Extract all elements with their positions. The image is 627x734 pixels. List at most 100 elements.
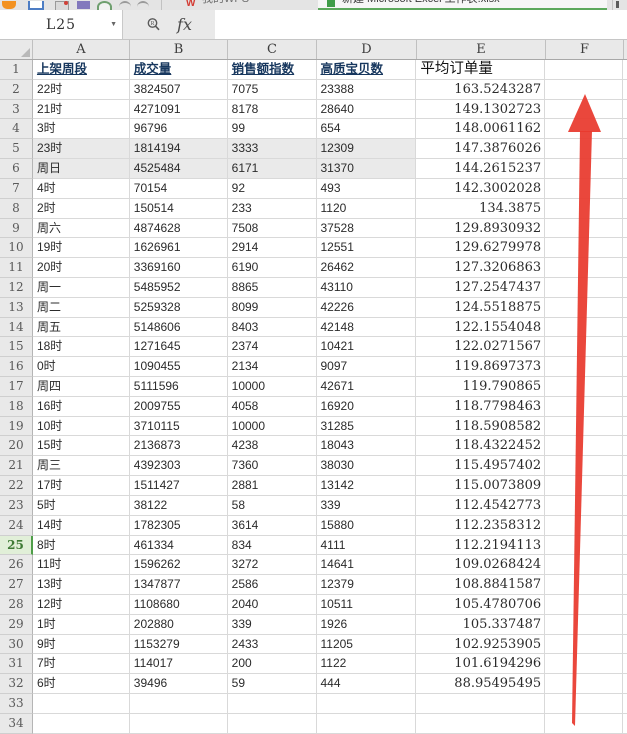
- cell-F24[interactable]: [545, 515, 624, 536]
- cell-D16[interactable]: 9097: [316, 357, 417, 377]
- cell-C13[interactable]: 8099: [227, 297, 317, 318]
- cell-A18[interactable]: 16时: [32, 396, 130, 417]
- new-tab-button[interactable]: [616, 1, 619, 8]
- cell-C6[interactable]: 6171: [227, 159, 317, 179]
- cell-E33[interactable]: [416, 694, 546, 714]
- cell-E15[interactable]: 122.0271567: [416, 337, 546, 358]
- cell-B33[interactable]: [129, 694, 228, 714]
- column-header-B[interactable]: B: [130, 40, 228, 59]
- cell-D6[interactable]: 31370: [316, 159, 417, 179]
- cell-F6[interactable]: [545, 159, 624, 179]
- cell-D29[interactable]: 1926: [316, 614, 417, 635]
- cell-A9[interactable]: 周六: [32, 218, 130, 239]
- cell-C29[interactable]: 339: [227, 614, 317, 635]
- cell-F21[interactable]: [545, 456, 624, 477]
- cell-A25[interactable]: 8时: [32, 535, 130, 556]
- cell-C7[interactable]: 92: [227, 178, 317, 199]
- cell-F31[interactable]: [545, 654, 624, 675]
- cell-B23[interactable]: 38122: [129, 495, 228, 516]
- cell-B17[interactable]: 5111596: [129, 377, 228, 397]
- row-header-27[interactable]: 27: [0, 575, 33, 595]
- row-header-24[interactable]: 24: [0, 515, 33, 536]
- cell-F19[interactable]: [545, 416, 624, 437]
- column-header-F[interactable]: F: [546, 40, 624, 59]
- cell-B20[interactable]: 2136873: [129, 436, 228, 457]
- cell-D30[interactable]: 11205: [316, 634, 417, 655]
- cell-E24[interactable]: 112.2358312: [416, 515, 546, 536]
- cell-F9[interactable]: [545, 218, 624, 239]
- row-header-28[interactable]: 28: [0, 594, 33, 615]
- row-header-13[interactable]: 13: [0, 297, 33, 318]
- cell-F32[interactable]: [545, 674, 624, 694]
- cell-C17[interactable]: 10000: [227, 377, 317, 397]
- cell-B1[interactable]: 成交量: [129, 60, 228, 80]
- cell-B22[interactable]: 1511427: [129, 476, 228, 496]
- row-header-30[interactable]: 30: [0, 634, 33, 655]
- cell-D23[interactable]: 339: [316, 495, 417, 516]
- cell-E31[interactable]: 101.6194296: [416, 654, 546, 675]
- row-header-7[interactable]: 7: [0, 178, 33, 199]
- cell-B29[interactable]: 202880: [129, 614, 228, 635]
- cell-C15[interactable]: 2374: [227, 337, 317, 358]
- row-header-26[interactable]: 26: [0, 555, 33, 576]
- cell-D14[interactable]: 42148: [316, 317, 417, 338]
- row-header-34[interactable]: 34: [0, 713, 33, 734]
- cell-E17[interactable]: 119.790865: [416, 377, 546, 397]
- cell-F34[interactable]: [545, 713, 624, 734]
- cell-F26[interactable]: [545, 555, 624, 576]
- cell-A33[interactable]: [32, 694, 130, 714]
- cell-B30[interactable]: 1153279: [129, 634, 228, 655]
- cell-F12[interactable]: [545, 277, 624, 298]
- cell-F17[interactable]: [545, 377, 624, 397]
- cell-C10[interactable]: 2914: [227, 238, 317, 259]
- cell-E25[interactable]: 112.2194113: [416, 535, 546, 556]
- cell-C3[interactable]: 8178: [227, 99, 317, 120]
- cell-B9[interactable]: 4874628: [129, 218, 228, 239]
- column-header-E[interactable]: E: [417, 40, 546, 59]
- cell-E6[interactable]: 144.2615237: [416, 159, 546, 179]
- cell-D27[interactable]: 12379: [316, 575, 417, 595]
- cell-F4[interactable]: [545, 119, 624, 140]
- cell-C11[interactable]: 6190: [227, 258, 317, 278]
- cell-D28[interactable]: 10511: [316, 594, 417, 615]
- cell-D19[interactable]: 31285: [316, 416, 417, 437]
- cell-B11[interactable]: 3369160: [129, 258, 228, 278]
- row-header-21[interactable]: 21: [0, 456, 33, 477]
- cell-D31[interactable]: 1122: [316, 654, 417, 675]
- wps-logo-icon[interactable]: [2, 1, 16, 9]
- cell-F20[interactable]: [545, 436, 624, 457]
- cell-E11[interactable]: 127.3206863: [416, 258, 546, 278]
- cell-E18[interactable]: 118.7798463: [416, 396, 546, 417]
- row-header-11[interactable]: 11: [0, 258, 33, 278]
- row-header-18[interactable]: 18: [0, 396, 33, 417]
- row-header-5[interactable]: 5: [0, 139, 33, 160]
- cell-C19[interactable]: 10000: [227, 416, 317, 437]
- cell-A12[interactable]: 周一: [32, 277, 130, 298]
- cell-C5[interactable]: 3333: [227, 139, 317, 160]
- cell-B8[interactable]: 150514: [129, 198, 228, 219]
- cell-F18[interactable]: [545, 396, 624, 417]
- row-header-14[interactable]: 14: [0, 317, 33, 338]
- cell-F2[interactable]: [545, 79, 624, 100]
- row-header-3[interactable]: 3: [0, 99, 33, 120]
- cell-F7[interactable]: [545, 178, 624, 199]
- cell-D24[interactable]: 15880: [316, 515, 417, 536]
- cell-B12[interactable]: 5485952: [129, 277, 228, 298]
- cell-E20[interactable]: 118.4322452: [416, 436, 546, 457]
- cell-C16[interactable]: 2134: [227, 357, 317, 377]
- formula-input[interactable]: [215, 10, 627, 39]
- cell-C20[interactable]: 4238: [227, 436, 317, 457]
- namebox-dropdown-icon[interactable]: ▼: [110, 21, 117, 28]
- cell-C28[interactable]: 2040: [227, 594, 317, 615]
- cell-F3[interactable]: [545, 99, 624, 120]
- cell-E5[interactable]: 147.3876026: [416, 139, 546, 160]
- cell-E27[interactable]: 108.8841587: [416, 575, 546, 595]
- cell-E3[interactable]: 149.1302723: [416, 99, 546, 120]
- cell-D17[interactable]: 42671: [316, 377, 417, 397]
- tab-workbook[interactable]: 新建 Microsoft Excel 工作表.xlsx: [318, 0, 607, 10]
- cell-D7[interactable]: 493: [316, 178, 417, 199]
- cell-C23[interactable]: 58: [227, 495, 317, 516]
- row-header-15[interactable]: 15: [0, 337, 33, 358]
- cell-B28[interactable]: 1108680: [129, 594, 228, 615]
- cell-C27[interactable]: 2586: [227, 575, 317, 595]
